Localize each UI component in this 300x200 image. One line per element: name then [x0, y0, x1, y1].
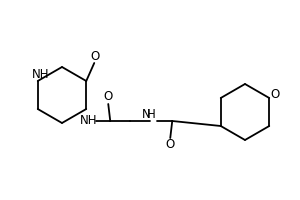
Text: N: N	[142, 108, 151, 121]
Text: NH: NH	[32, 68, 50, 80]
Text: O: O	[166, 138, 175, 152]
Text: NH: NH	[80, 114, 97, 128]
Text: O: O	[271, 88, 280, 102]
Text: O: O	[103, 90, 113, 104]
Text: O: O	[91, 49, 100, 62]
Text: H: H	[147, 108, 156, 120]
